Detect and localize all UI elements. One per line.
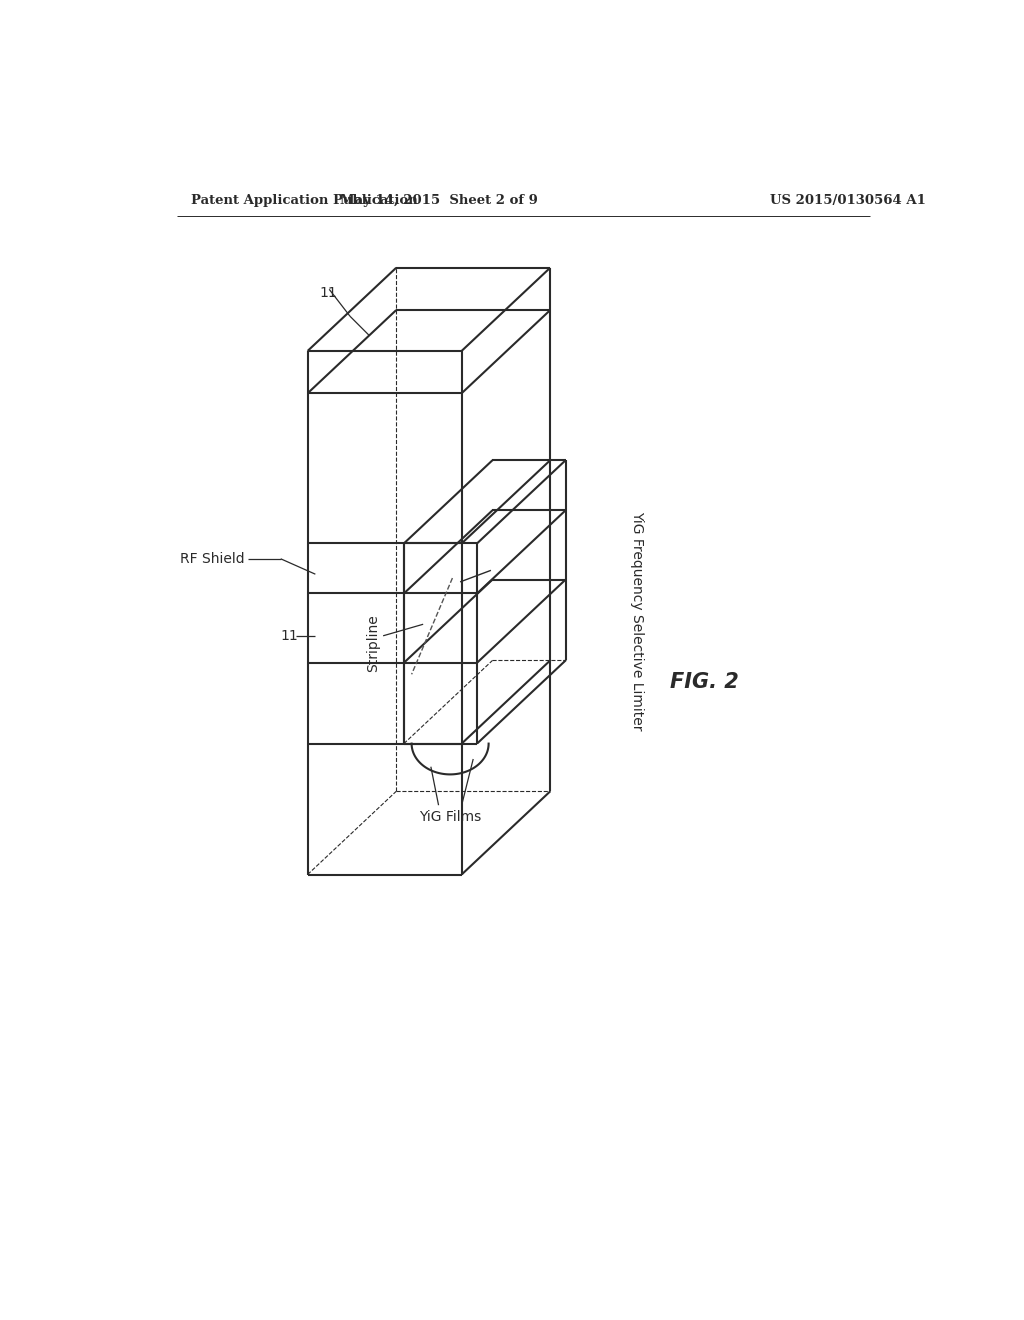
Text: Stripline: Stripline: [367, 615, 380, 672]
Text: RF Shield: RF Shield: [180, 552, 245, 566]
Text: US 2015/0130564 A1: US 2015/0130564 A1: [770, 194, 926, 207]
Text: May 14, 2015  Sheet 2 of 9: May 14, 2015 Sheet 2 of 9: [340, 194, 538, 207]
Text: 11: 11: [319, 286, 337, 300]
Text: YiG Frequency Selective Limiter: YiG Frequency Selective Limiter: [630, 511, 644, 730]
Text: YiG Films: YiG Films: [419, 809, 481, 824]
Text: FIG. 2: FIG. 2: [670, 672, 738, 692]
Text: Patent Application Publication: Patent Application Publication: [190, 194, 418, 207]
Text: 11: 11: [281, 628, 298, 643]
